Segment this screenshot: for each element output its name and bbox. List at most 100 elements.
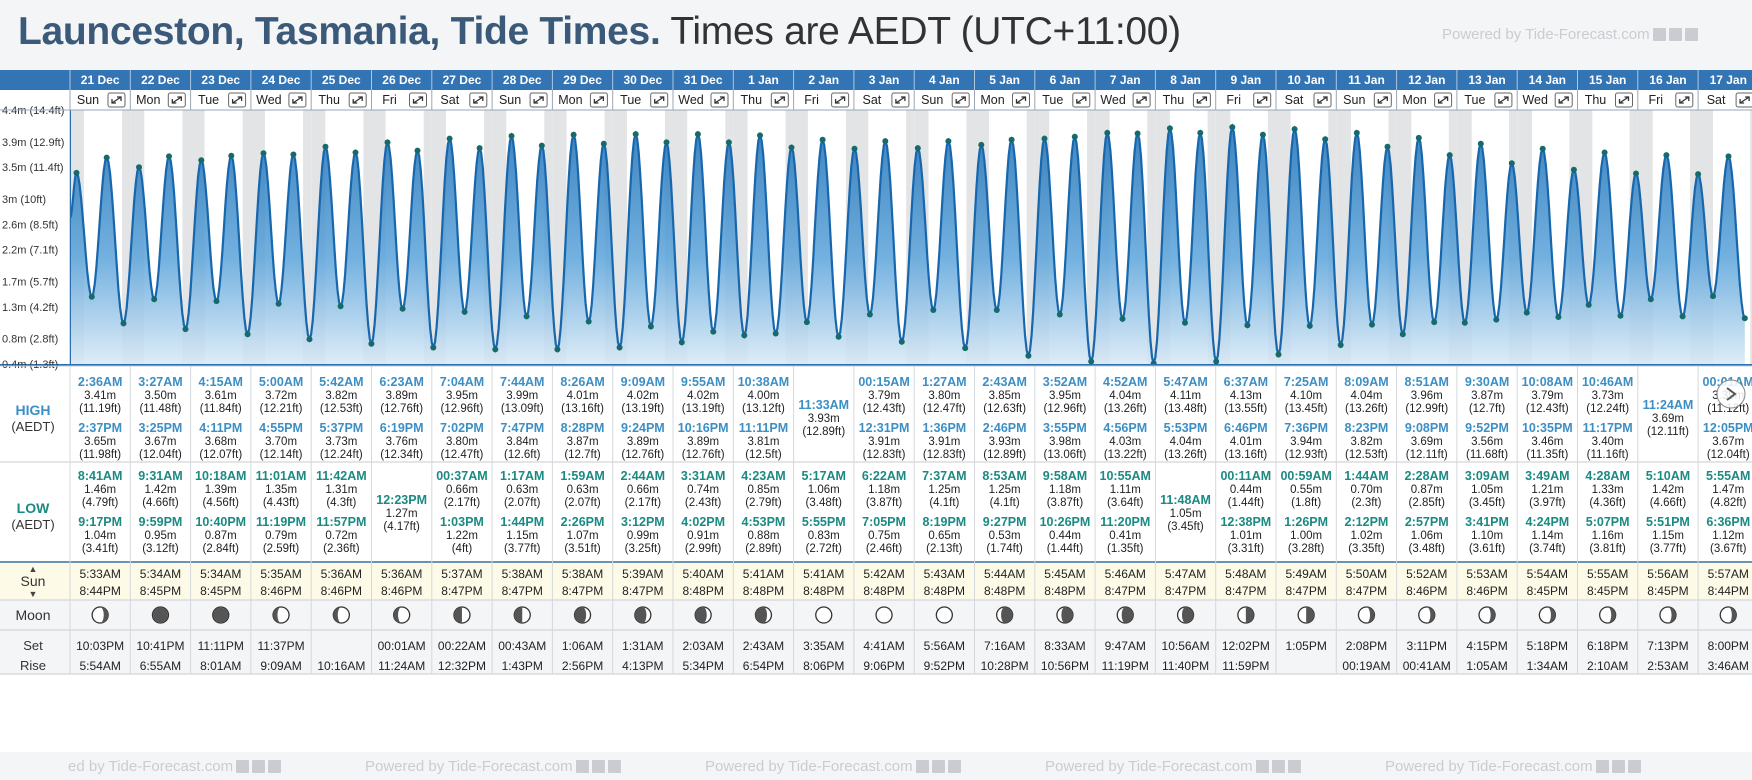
expand-day-button[interactable]: [1313, 92, 1332, 108]
sunrise-time: 5:36AM: [381, 567, 422, 581]
high-tide-point: [290, 151, 297, 158]
moon-waning-crescent-icon: [1478, 606, 1496, 624]
moon-waxing-gibbous-icon: [754, 606, 773, 624]
night-shade: [182, 110, 191, 364]
low-tide-point: [88, 293, 95, 300]
high-tide-height-m: 3.67m: [1712, 436, 1744, 448]
low-tide-height-ft: (1.44ft): [1228, 497, 1265, 509]
expand-day-button[interactable]: [1012, 92, 1030, 108]
expand-day-button[interactable]: [1253, 92, 1272, 108]
low-tide-time: 2:26PM: [561, 515, 605, 529]
high-tide-time: 5:47AM: [1163, 375, 1207, 389]
high-tide-point: [198, 157, 205, 164]
moon-set-time: 00:43AM: [498, 639, 546, 653]
low-tide-point: [1461, 319, 1468, 326]
high-tide-height-ft: (12.43ft): [863, 403, 906, 415]
high-tide-height-ft: (13.19ft): [682, 403, 725, 415]
moon-waning-gibbous-icon: [1116, 606, 1134, 624]
expand-day-button[interactable]: [1494, 92, 1513, 108]
footer-powered-by-2[interactable]: Powered by Tide-Forecast.com: [365, 758, 621, 775]
date-header: 9 Jan: [1231, 73, 1262, 87]
expand-day-button[interactable]: [1554, 92, 1573, 108]
low-tide-point: [430, 344, 437, 351]
low-tide-height-ft: (3.61ft): [1469, 543, 1506, 555]
high-tide-point: [914, 145, 921, 152]
expand-day-button[interactable]: [770, 92, 789, 108]
high-tide-point: [1446, 152, 1453, 159]
expand-day-button[interactable]: [1735, 92, 1752, 108]
expand-day-button[interactable]: [107, 92, 126, 108]
expand-day-button[interactable]: [348, 92, 367, 108]
high-tide-time: 7:36PM: [1284, 421, 1328, 435]
weekday-label: Tue: [1464, 93, 1485, 107]
y-axis-label: 1.7m (5.7ft): [2, 276, 58, 288]
expand-day-button[interactable]: [1132, 92, 1151, 108]
expand-day-button[interactable]: [228, 92, 247, 108]
expand-day-button[interactable]: [529, 92, 548, 108]
moon-full-icon: [815, 606, 833, 624]
expand-day-button[interactable]: [409, 92, 427, 108]
expand-day-button[interactable]: [589, 92, 608, 108]
high-tide-height-m: 3.99m: [506, 390, 538, 402]
high-tide-height-m: 3.61m: [205, 390, 237, 402]
moon-full-icon: [935, 606, 953, 624]
icon-badge: [236, 760, 250, 773]
weekday-label: Wed: [1522, 93, 1548, 107]
expand-day-button[interactable]: [650, 92, 669, 108]
low-tide-point: [120, 320, 127, 327]
moon-rise-time: 1:05AM: [1466, 659, 1507, 673]
expand-day-button[interactable]: [167, 92, 186, 108]
high-tide-point: [945, 138, 952, 145]
low-tide-height-m: 0.55m: [1290, 484, 1322, 496]
sunset-time: 8:45PM: [1587, 584, 1628, 598]
moon-shadow: [695, 607, 707, 623]
footer-powered-by-1[interactable]: ed by Tide-Forecast.com: [68, 758, 282, 775]
weekday-label: Wed: [1100, 93, 1126, 107]
icon-badge: [252, 760, 266, 773]
low-tide-height-m: 1.05m: [1170, 508, 1202, 520]
expand-day-button[interactable]: [1615, 92, 1633, 108]
low-tide-time: 10:26PM: [1040, 515, 1091, 529]
expand-day-button[interactable]: [469, 92, 488, 108]
expand-day-button[interactable]: [1072, 92, 1091, 108]
high-tide-time: 6:19PM: [380, 421, 424, 435]
footer-powered-by-4[interactable]: Powered by Tide-Forecast.com: [1045, 758, 1301, 775]
moon-set-time: 7:16AM: [984, 639, 1025, 653]
sunrise-arrow-icon: ▲: [29, 564, 38, 574]
sunrise-time: 5:38AM: [502, 567, 543, 581]
expand-day-button[interactable]: [1373, 92, 1392, 108]
low-tide-height-m: 1.14m: [1531, 530, 1563, 542]
sunset-time: 8:45PM: [200, 584, 241, 598]
moon-rise-label: Rise: [20, 658, 46, 673]
expand-day-button[interactable]: [1434, 92, 1453, 108]
expand-day-button[interactable]: [831, 92, 850, 108]
moon-set-time: 3:35AM: [803, 639, 844, 653]
low-tide-time: 1:17AM: [500, 469, 544, 483]
high-tide-height-ft: (13.26ft): [1345, 403, 1388, 415]
sunset-time: 8:48PM: [682, 584, 723, 598]
expand-icon: [593, 96, 605, 104]
icon-badge: [607, 760, 621, 773]
expand-day-button[interactable]: [1192, 92, 1211, 108]
expand-icon: [1618, 96, 1630, 104]
moon-shadow: [1667, 607, 1676, 623]
high-tide-time: 9:52PM: [1465, 421, 1509, 435]
expand-day-button[interactable]: [288, 92, 307, 108]
expand-day-button[interactable]: [710, 92, 729, 108]
expand-day-button[interactable]: [951, 92, 970, 108]
moon-shadow: [634, 607, 647, 623]
powered-by-link[interactable]: Powered by Tide-Forecast.com: [1442, 26, 1698, 43]
high-tide-height-ft: (11.98ft): [79, 449, 121, 461]
low-tide-point: [554, 346, 561, 353]
low-tide-time: 6:36PM: [1706, 515, 1750, 529]
scroll-next-button[interactable]: [1716, 379, 1746, 409]
moon-set-time: 4:41AM: [863, 639, 904, 653]
expand-day-button[interactable]: [1675, 92, 1694, 108]
high-tide-height-m: 4.00m: [747, 390, 779, 402]
low-row-label: LOW: [17, 500, 50, 516]
date-header: 5 Jan: [989, 73, 1020, 87]
footer-powered-by-5[interactable]: Powered by Tide-Forecast.com: [1385, 758, 1641, 775]
low-tide-point: [1493, 316, 1500, 323]
footer-powered-by-3[interactable]: Powered by Tide-Forecast.com: [705, 758, 961, 775]
expand-day-button[interactable]: [891, 92, 910, 108]
